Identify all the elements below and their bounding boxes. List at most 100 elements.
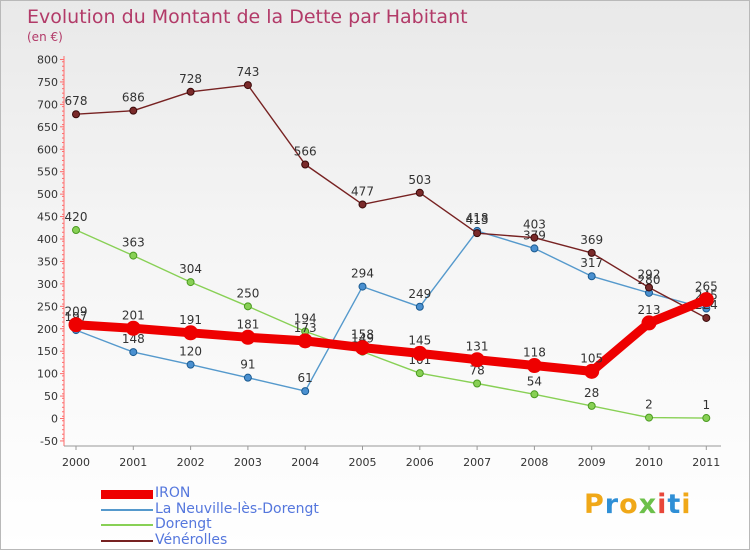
x-tick-label: 2002 xyxy=(177,456,205,469)
data-label-venerolles: 403 xyxy=(523,218,546,232)
data-label-dorengt: 54 xyxy=(527,374,542,388)
data-label-dorengt: 28 xyxy=(584,386,599,400)
legend-swatch xyxy=(101,539,153,542)
data-point-venerolles xyxy=(72,110,80,119)
data-label-la-neuville-les-dorengt: 120 xyxy=(179,345,202,359)
data-point-venerolles xyxy=(415,188,424,197)
data-point-iron xyxy=(125,320,141,336)
data-label-iron: 191 xyxy=(179,313,202,327)
data-point-dorengt xyxy=(415,369,424,378)
chart-title: Evolution du Montant de la Dette par Hab… xyxy=(27,6,468,28)
data-label-dorengt: 1 xyxy=(702,398,710,412)
data-point-la-neuville-les-dorengt xyxy=(186,360,195,369)
legend-label: IRON xyxy=(155,485,191,501)
data-label-iron: 145 xyxy=(408,333,431,347)
y-tick-label: 550 xyxy=(37,166,58,179)
data-label-venerolles: 678 xyxy=(65,94,88,108)
data-label-venerolles: 369 xyxy=(580,233,603,247)
y-tick-label: 500 xyxy=(37,188,58,201)
y-tick-label: 700 xyxy=(37,98,58,111)
data-point-iron xyxy=(641,315,657,331)
y-tick-label: 0 xyxy=(51,413,58,426)
legend-swatch xyxy=(101,489,153,499)
data-point-venerolles xyxy=(645,283,653,292)
data-point-iron xyxy=(68,317,84,333)
legend-label: Dorengt xyxy=(155,516,212,532)
y-tick-label: 100 xyxy=(37,368,58,381)
data-label-venerolles: 566 xyxy=(294,145,317,159)
data-point-iron xyxy=(355,340,370,356)
data-label-venerolles: 292 xyxy=(638,267,661,281)
data-label-dorengt: 194 xyxy=(294,311,317,325)
data-point-venerolles xyxy=(301,160,310,169)
data-point-iron xyxy=(297,333,313,349)
x-tick-label: 2008 xyxy=(520,456,548,469)
data-label-venerolles: 728 xyxy=(179,72,202,86)
data-label-iron: 181 xyxy=(236,317,259,331)
data-label-iron: 131 xyxy=(466,340,489,354)
data-label-venerolles: 413 xyxy=(466,213,489,227)
x-tick-label: 2000 xyxy=(62,456,90,469)
data-label-iron: 201 xyxy=(122,308,145,322)
legend-swatch xyxy=(101,524,153,526)
data-point-la-neuville-les-dorengt xyxy=(129,348,138,357)
x-tick-label: 2004 xyxy=(291,456,319,469)
data-label-la-neuville-les-dorengt: 418 xyxy=(466,211,489,225)
data-label-venerolles: 503 xyxy=(408,173,431,187)
data-label-iron: 105 xyxy=(580,351,603,365)
proxiti-logo: Proxiti xyxy=(584,489,692,520)
data-point-venerolles xyxy=(587,248,596,257)
data-point-venerolles xyxy=(358,200,367,209)
data-point-la-neuville-les-dorengt xyxy=(415,302,424,311)
data-point-dorengt xyxy=(530,390,539,399)
data-point-venerolles xyxy=(186,87,195,96)
y-tick-label: 400 xyxy=(37,233,58,246)
y-tick-label: 650 xyxy=(37,121,58,134)
data-label-la-neuville-les-dorengt: 91 xyxy=(240,358,255,372)
data-point-la-neuville-les-dorengt xyxy=(587,272,596,281)
data-label-venerolles: 477 xyxy=(351,184,374,198)
data-point-venerolles xyxy=(129,106,138,115)
data-point-dorengt xyxy=(186,278,195,287)
chart-subtitle: (en €) xyxy=(27,30,63,44)
data-label-la-neuville-les-dorengt: 317 xyxy=(580,256,603,270)
data-label-iron: 118 xyxy=(523,346,546,360)
data-point-dorengt xyxy=(702,414,711,423)
data-point-dorengt xyxy=(645,413,653,422)
data-point-iron xyxy=(698,292,714,308)
x-tick-label: 2001 xyxy=(119,456,147,469)
data-label-dorengt: 363 xyxy=(122,236,145,250)
data-point-venerolles xyxy=(702,313,711,322)
data-point-la-neuville-les-dorengt xyxy=(243,373,252,382)
y-tick-label: -50 xyxy=(40,435,58,448)
y-tick-label: 250 xyxy=(37,300,58,313)
y-tick-label: 300 xyxy=(37,278,58,291)
data-point-iron xyxy=(526,358,542,374)
data-label-la-neuville-les-dorengt: 148 xyxy=(122,332,145,346)
series-line-venerolles xyxy=(75,84,707,319)
data-label-dorengt: 304 xyxy=(179,262,202,276)
data-label-iron: 213 xyxy=(638,303,661,317)
data-point-venerolles xyxy=(243,81,252,90)
data-label-la-neuville-les-dorengt: 61 xyxy=(298,371,313,385)
data-point-iron xyxy=(240,329,256,345)
data-point-la-neuville-les-dorengt xyxy=(358,282,367,291)
series-line-dorengt xyxy=(75,229,707,419)
data-point-iron xyxy=(183,325,199,341)
data-point-dorengt xyxy=(587,401,596,410)
data-point-iron xyxy=(584,363,600,379)
x-tick-label: 2003 xyxy=(234,456,262,469)
data-point-dorengt xyxy=(129,251,138,260)
data-label-venerolles: 686 xyxy=(122,91,145,105)
data-label-la-neuville-les-dorengt: 249 xyxy=(408,287,431,301)
data-label-dorengt: 78 xyxy=(469,363,484,377)
x-tick-label: 2006 xyxy=(406,456,434,469)
series-line-iron xyxy=(71,295,711,376)
data-label-dorengt: 250 xyxy=(236,286,259,300)
data-point-la-neuville-les-dorengt xyxy=(301,387,310,396)
data-point-venerolles xyxy=(530,233,539,242)
x-tick-label: 2005 xyxy=(349,456,377,469)
x-tick-label: 2011 xyxy=(692,456,720,469)
data-label-iron: 158 xyxy=(351,328,374,342)
